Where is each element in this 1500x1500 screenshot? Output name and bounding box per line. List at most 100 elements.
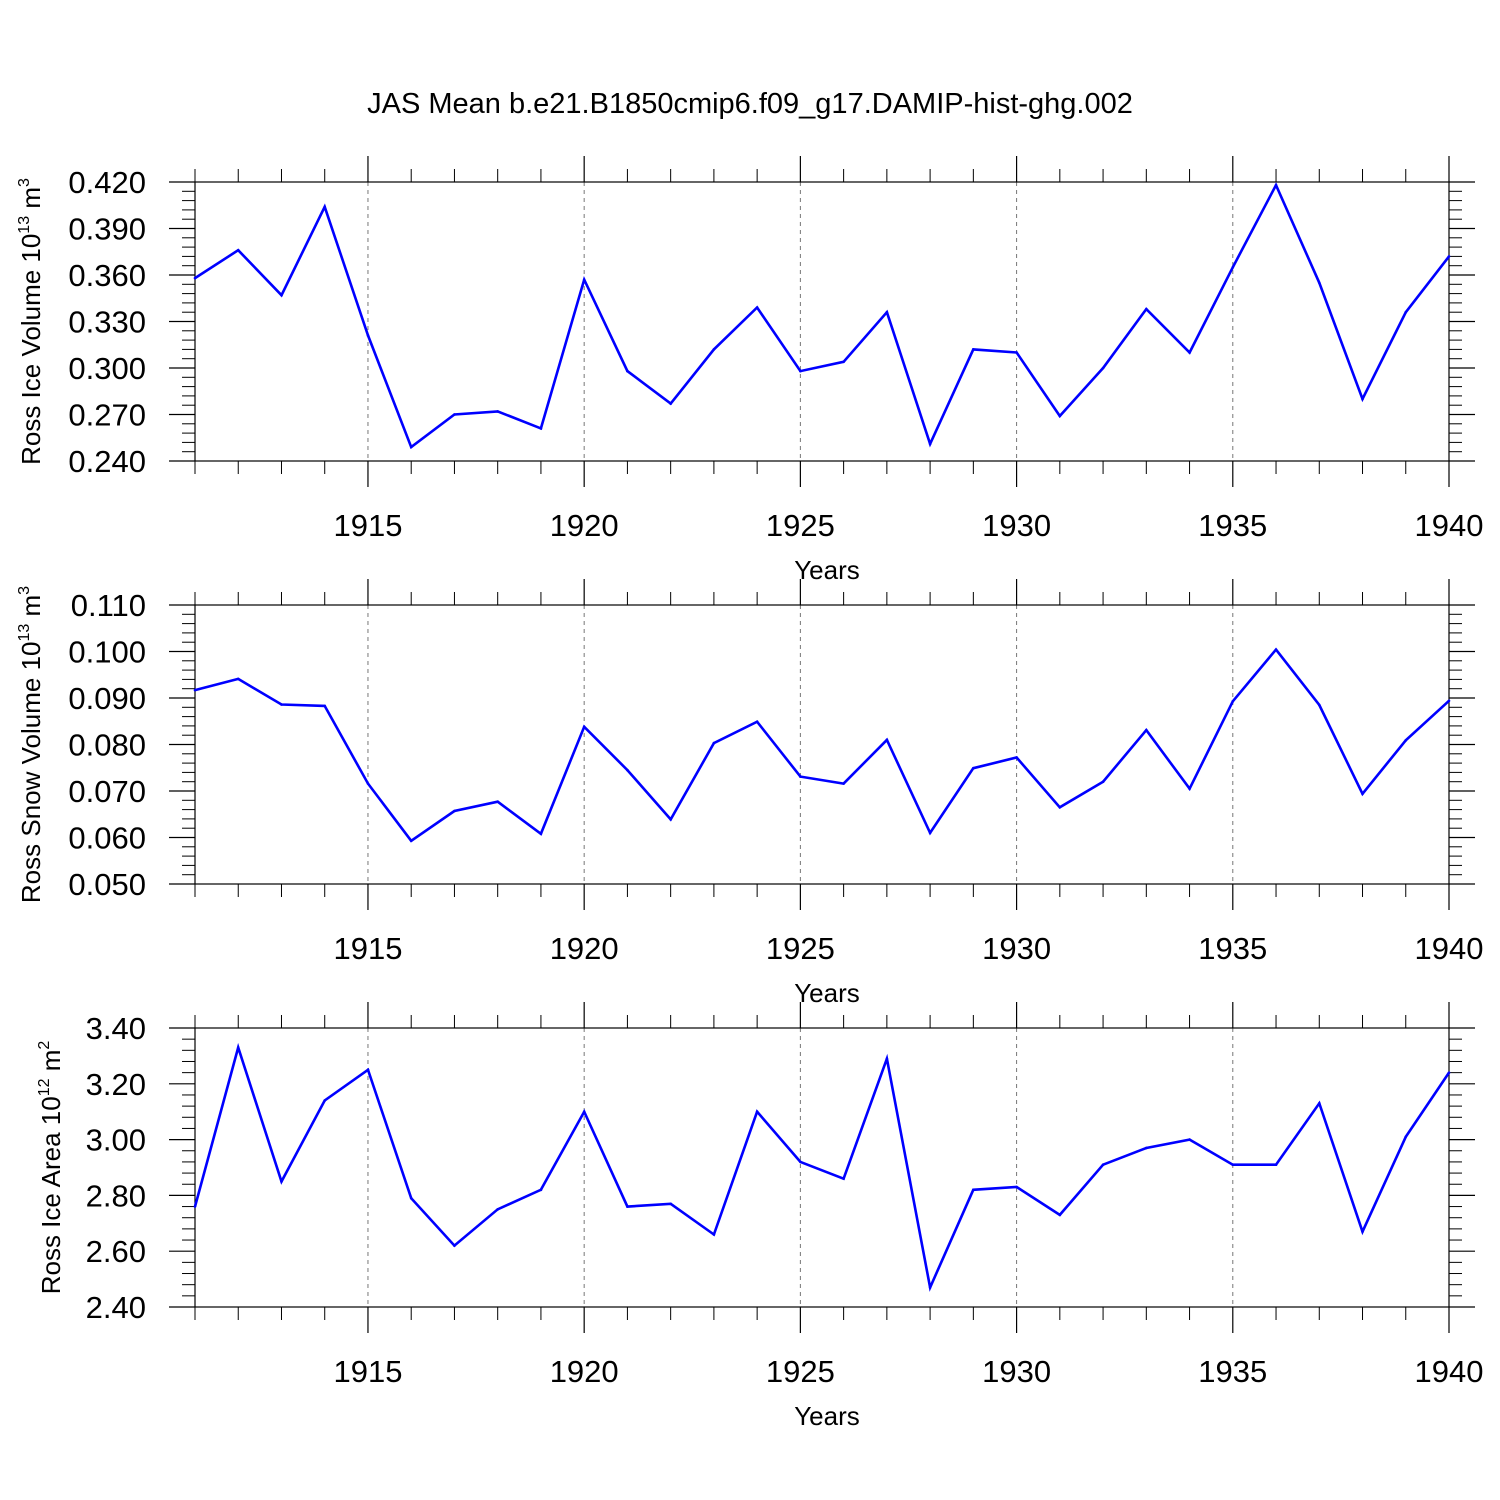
data-point	[1317, 703, 1321, 707]
y-tick-label: 0.240	[68, 444, 146, 479]
data-point	[409, 839, 413, 843]
y-tick-label: 0.070	[68, 774, 146, 809]
y-tick-label: 0.300	[68, 351, 146, 386]
data-point	[1447, 1071, 1451, 1074]
data-point	[972, 766, 975, 770]
data-point	[1101, 366, 1105, 370]
data-point	[1404, 1135, 1408, 1139]
x-tick-label: 1915	[333, 1354, 402, 1389]
data-point	[366, 782, 370, 785]
y-tick-label: 3.20	[86, 1067, 146, 1102]
data-point	[1145, 728, 1148, 732]
x-tick-label: 1940	[1415, 1354, 1484, 1389]
y-tick-label: 3.40	[86, 1011, 146, 1046]
y-tick-label: 0.360	[68, 258, 146, 293]
data-point	[193, 276, 197, 280]
data-point	[496, 410, 499, 413]
data-point	[1361, 792, 1364, 796]
data-point	[453, 809, 456, 813]
data-point	[453, 413, 456, 416]
data-point	[323, 205, 327, 209]
data-point	[539, 1188, 543, 1192]
x-axis-title: Years	[794, 1401, 860, 1431]
data-point	[323, 704, 327, 708]
data-point	[539, 832, 543, 836]
data-point	[755, 1110, 759, 1113]
series-line	[194, 182, 1451, 450]
data-point	[1058, 805, 1062, 809]
data-point	[323, 1099, 327, 1102]
plot-frame	[194, 181, 1450, 462]
data-point	[1145, 1146, 1148, 1150]
data-point	[1015, 351, 1018, 354]
x-tick-label: 1915	[333, 931, 402, 966]
data-point	[1058, 414, 1062, 418]
plot-frame	[194, 604, 1450, 885]
data-point	[366, 334, 370, 337]
data-point	[1317, 1102, 1321, 1105]
data-point	[1058, 1213, 1062, 1217]
panel-2: 0.110 0.100 0.090 0.080 0.070 0.060 0.050 1915 1…	[16, 579, 1483, 1008]
x-tick-label: 1930	[982, 931, 1051, 966]
y-axis-title: Ross Ice Volume 1013 m3	[16, 178, 46, 465]
data-point	[582, 1110, 586, 1113]
data-point	[236, 248, 240, 252]
data-point	[582, 725, 586, 729]
data-point	[1015, 756, 1018, 759]
data-point	[1188, 351, 1191, 354]
data-point	[496, 800, 499, 803]
data-point	[712, 348, 716, 351]
data-point	[1447, 255, 1451, 258]
x-axis-title: Years	[794, 555, 860, 585]
data-point	[669, 402, 672, 405]
data-point	[972, 1188, 975, 1192]
data-point	[1274, 1163, 1278, 1167]
x-axis-title: Years	[794, 978, 860, 1008]
data-point	[712, 1233, 716, 1236]
data-point	[1231, 699, 1235, 703]
y-tick-label: 0.100	[68, 635, 146, 670]
y-tick-label: 2.40	[86, 1290, 146, 1325]
data-point	[928, 1286, 932, 1289]
y-tick-label: 0.110	[71, 588, 146, 623]
data-point	[799, 369, 802, 373]
data-point	[1188, 1138, 1191, 1141]
data-point	[1447, 699, 1451, 703]
x-tick-label: 1935	[1198, 508, 1267, 543]
x-tick-label: 1920	[550, 1354, 619, 1389]
series-line	[193, 1042, 1451, 1292]
data-point	[1404, 739, 1408, 742]
data-point	[712, 741, 716, 745]
y-axis-title-superscript: 3	[16, 586, 33, 595]
data-point	[928, 442, 932, 446]
y-tick-label: 2.80	[86, 1178, 146, 1213]
x-tick-label: 1920	[550, 508, 619, 543]
x-tick-label: 1935	[1198, 1354, 1267, 1389]
data-point	[669, 818, 672, 821]
data-point	[626, 1205, 629, 1208]
y-axis-title-text: Ross Ice Area 10	[36, 1096, 66, 1294]
data-point	[193, 1205, 197, 1208]
chart-title: JAS Mean b.e21.B1850cmip6.f09_g17.DAMIP-…	[367, 88, 1133, 120]
data-point	[626, 768, 629, 772]
y-tick-label: 2.60	[86, 1234, 146, 1269]
data-point	[366, 1068, 370, 1072]
data-point	[1101, 780, 1105, 783]
data-point	[842, 782, 845, 785]
y-axis-title-superscript: 3	[16, 178, 33, 187]
data-point	[1188, 787, 1191, 790]
y-tick-label: 3.00	[86, 1123, 146, 1158]
data-point	[236, 1046, 240, 1049]
data-point	[193, 688, 197, 692]
x-tick-label: 1920	[550, 931, 619, 966]
y-tick-label: 0.420	[68, 165, 146, 200]
x-tick-label: 1925	[766, 931, 835, 966]
data-point	[1404, 310, 1408, 314]
data-point	[280, 1180, 283, 1183]
data-point	[928, 831, 932, 835]
y-axis-title: Ross Snow Volume 1013 m3	[16, 586, 46, 903]
y-axis-title-text: m	[16, 187, 46, 216]
x-tick-label: 1935	[1198, 931, 1267, 966]
x-tick-label: 1925	[766, 508, 835, 543]
data-point	[885, 1057, 889, 1060]
